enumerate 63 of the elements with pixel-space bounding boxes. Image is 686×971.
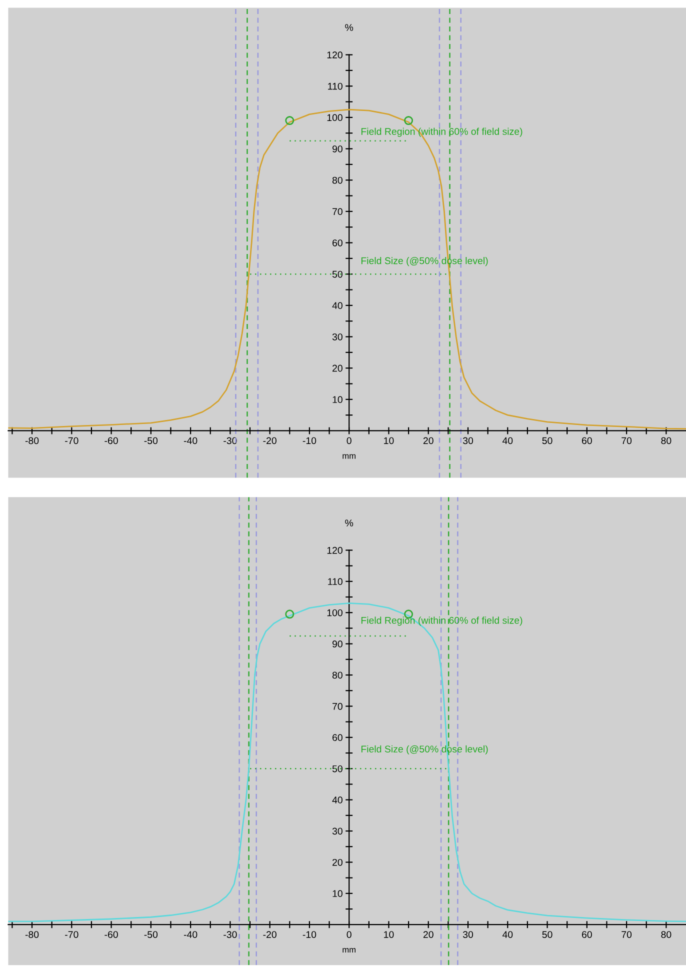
x-tick-label: 60 [582, 437, 592, 444]
y-tick-label: 100 [327, 114, 342, 122]
x-tick-label: 30 [462, 437, 474, 444]
x-tick-label: -80 [25, 931, 39, 938]
x-tick-label: 80 [661, 931, 672, 938]
x-tick-label: -50 [144, 437, 158, 444]
x-tick-label: 40 [502, 931, 513, 938]
y-tick-label: 50 [332, 270, 342, 278]
x-tick-label: -10 [302, 437, 316, 444]
y-tick-label: 40 [332, 796, 342, 804]
y-tick-label: 70 [332, 702, 342, 710]
y-tick-label: 80 [332, 176, 342, 184]
x-tick-label: -30 [224, 931, 237, 938]
x-tick-label: -20 [263, 931, 276, 938]
x-tick-label: 0 [346, 437, 352, 444]
y-tick-label: 70 [332, 208, 342, 216]
x-tick-label: 80 [661, 437, 672, 444]
y-tick-label: 40 [332, 302, 342, 310]
y-axis-title: % [345, 24, 354, 31]
y-tick-label: 80 [332, 672, 342, 679]
x-tick-label: 70 [622, 931, 632, 938]
x-tick-label: -50 [144, 931, 158, 938]
x-tick-label: 10 [384, 931, 394, 938]
y-tick-label: 60 [332, 239, 342, 246]
y-tick-label: 10 [332, 396, 342, 404]
y-tick-label: 110 [328, 578, 342, 586]
y-tick-label: 100 [327, 609, 342, 616]
x-tick-label: -80 [25, 437, 39, 444]
y-tick-label: 60 [332, 734, 342, 742]
x-tick-label: -60 [104, 931, 118, 938]
x-tick-label: 30 [462, 931, 474, 938]
y-tick-label: 120 [327, 546, 342, 554]
x-tick-label: 20 [423, 931, 434, 938]
x-axis-title: mm [342, 454, 356, 459]
x-tick-label: -20 [263, 437, 276, 444]
x-tick-label: 50 [542, 437, 552, 444]
x-tick-label: 50 [542, 931, 552, 938]
x-tick-label: 60 [582, 931, 592, 938]
x-tick-label: 0 [346, 931, 352, 938]
y-tick-label: 120 [327, 52, 342, 58]
y-tick-label: 30 [332, 333, 342, 340]
y-tick-label: 110 [328, 82, 342, 90]
y-tick-label: 90 [332, 640, 342, 648]
x-tick-label: -30 [224, 437, 237, 444]
x-axis-title: mm [342, 948, 356, 952]
x-tick-label: -40 [184, 931, 198, 938]
x-tick-label: 70 [622, 437, 632, 444]
x-tick-label: -60 [104, 437, 118, 444]
annotation: Field Region (within 60% of field size) [361, 616, 522, 626]
x-tick-label: 20 [423, 437, 434, 444]
x-tick-label: -40 [184, 437, 198, 444]
y-tick-label: 10 [332, 890, 342, 898]
y-axis-title: % [345, 520, 354, 526]
y-tick-label: 30 [332, 828, 342, 835]
y-tick-label: 20 [332, 858, 342, 866]
x-tick-label: -70 [65, 437, 78, 444]
x-tick-label: -70 [65, 931, 78, 938]
y-tick-label: 20 [332, 364, 342, 372]
x-tick-label: 10 [384, 437, 394, 444]
y-tick-label: 90 [332, 145, 342, 152]
x-tick-label: 40 [502, 437, 513, 444]
x-tick-label: -10 [302, 931, 316, 938]
y-tick-label: 50 [332, 765, 342, 772]
